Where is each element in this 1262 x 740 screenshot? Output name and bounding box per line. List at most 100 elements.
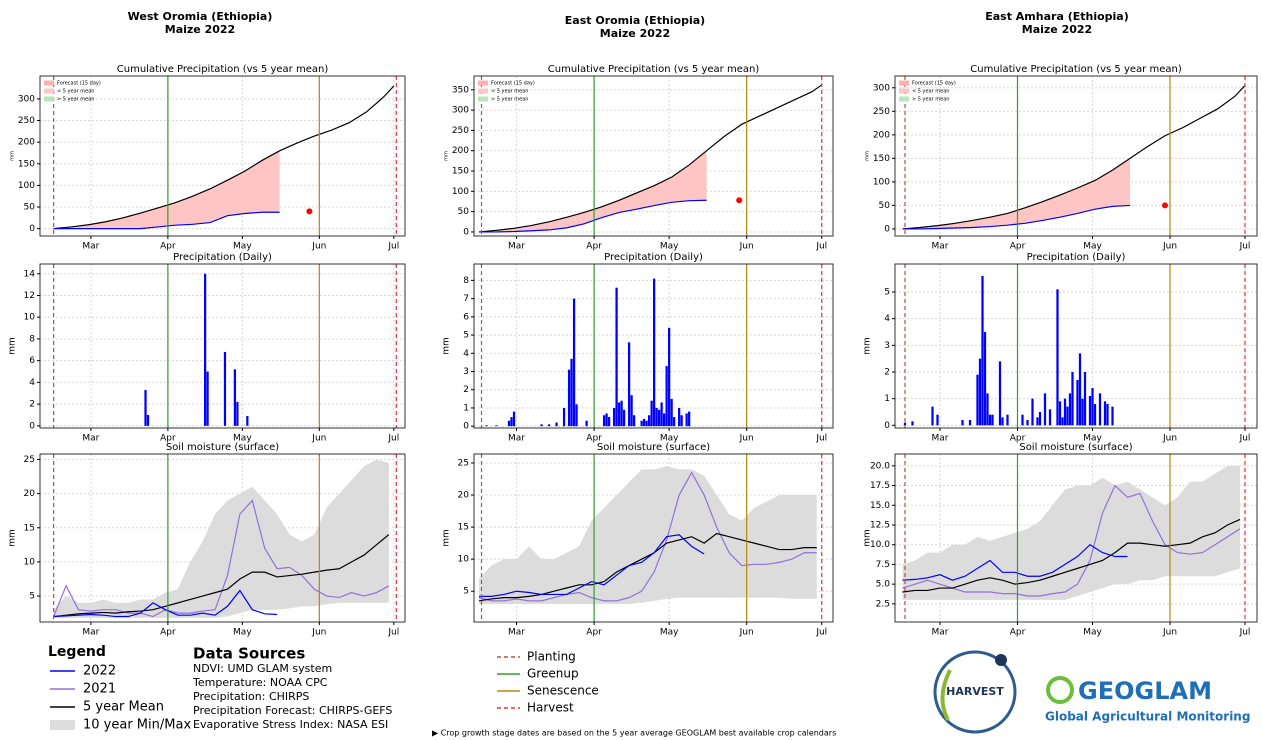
bar <box>1066 406 1069 426</box>
y-tick-label: 10 <box>24 313 36 323</box>
inner-legend-swatch <box>44 88 54 94</box>
x-tick-label: Mar <box>508 434 525 444</box>
min-max-band <box>479 466 817 605</box>
x-tick-label: Jun <box>311 434 326 444</box>
y-tick-label: 350 <box>452 85 469 95</box>
logo-ring <box>933 650 1017 734</box>
y-tick-label: 6 <box>463 312 469 322</box>
x-tick-label: Jul <box>387 242 399 252</box>
chart-panel: Precipitation (Daily) mm 0 2 4 6 8 10 12 14 Mar Apr… <box>8 252 406 444</box>
y-axis-label: mm <box>8 529 18 547</box>
bar <box>991 414 994 426</box>
inner-legend-swatch <box>899 96 909 102</box>
bar <box>1078 353 1082 426</box>
geoglam-tagline: Global Agricultural Monitoring <box>1045 710 1250 724</box>
y-tick-label: 0 <box>463 227 469 237</box>
chart-title: Cumulative Precipitation (vs 5 year mean… <box>117 64 329 75</box>
x-tick-label: Apr <box>586 434 602 444</box>
x-tick-label: Jul <box>1239 242 1251 252</box>
bar <box>622 409 626 427</box>
x-tick-label: Jul <box>1239 434 1251 444</box>
y-tick-label: 200 <box>18 138 35 148</box>
y-tick-label: 15 <box>458 523 469 533</box>
x-tick-label: Apr <box>1010 434 1026 444</box>
bar <box>1106 404 1109 426</box>
x-tick-label: Apr <box>1010 628 1026 638</box>
y-axis-label: mm <box>442 529 452 547</box>
data-source: Precipitation: CHIRPS <box>193 690 309 703</box>
bar <box>685 413 688 427</box>
inner-legend-label: > 5 year mean <box>491 97 528 103</box>
bar <box>615 287 618 427</box>
bar <box>144 389 147 426</box>
chart-panel: Precipitation (Daily) mm 0 1 2 3 4 5 Mar Apr May Ju… <box>863 252 1258 444</box>
stage-legend-label: Senescence <box>527 684 599 698</box>
y-tick-label: 0 <box>29 421 35 431</box>
y-tick-label: 150 <box>873 154 890 164</box>
x-tick-label: May <box>1083 242 1102 252</box>
logo-dot <box>995 654 1007 666</box>
x-tick-label: Jun <box>739 628 754 638</box>
bar <box>1036 417 1039 426</box>
plot-area <box>903 264 1246 428</box>
inner-legend-swatch <box>44 80 54 86</box>
bar <box>575 404 578 427</box>
bar <box>1083 372 1087 426</box>
bar <box>547 424 551 427</box>
series-line <box>902 484 1241 597</box>
inner-legend-swatch <box>478 80 488 86</box>
x-tick-label: May <box>1083 434 1102 444</box>
plot-frame <box>39 453 406 623</box>
y-tick-label: 20 <box>24 489 36 499</box>
y-tick-label: 250 <box>873 107 890 117</box>
series-line <box>53 589 278 618</box>
y-tick-label: 15.0 <box>870 501 890 511</box>
bar <box>968 420 972 426</box>
bar <box>540 424 543 427</box>
legend-title: Legend <box>48 644 106 660</box>
bar <box>1103 401 1107 426</box>
x-tick-label: Jun <box>739 242 754 252</box>
y-tick-label: 17.5 <box>870 481 890 491</box>
series-line <box>53 499 390 618</box>
bar <box>998 361 1002 426</box>
forecast-point <box>306 208 313 215</box>
bar <box>612 407 616 427</box>
y-tick-label: 5 <box>884 288 890 298</box>
plot-area <box>902 454 1246 622</box>
bar <box>981 276 984 426</box>
bar <box>1093 404 1097 426</box>
bar <box>605 413 608 427</box>
y-axis-label: mm <box>865 151 871 161</box>
bar <box>988 414 992 426</box>
y-tick-label: 1 <box>884 394 890 404</box>
bar <box>665 366 668 427</box>
plot-area <box>478 76 823 236</box>
legend-label: 10 year Min/Max <box>83 718 191 733</box>
region-title: West Oromia (Ethiopia) <box>128 10 273 23</box>
x-tick-label: Jul <box>815 434 827 444</box>
bar <box>678 407 681 427</box>
x-tick-label: Jul <box>815 628 827 638</box>
bar <box>206 371 209 426</box>
y-axis-label: mm <box>863 337 873 355</box>
bar <box>673 417 676 427</box>
bar <box>647 415 651 427</box>
y-tick-label: 200 <box>873 130 890 140</box>
chart-title: Soil moisture (surface) <box>1019 442 1132 453</box>
y-tick-label: 20 <box>458 491 470 501</box>
inner-legend-swatch <box>478 88 488 94</box>
bar <box>911 421 914 426</box>
y-tick-label: 300 <box>18 94 35 104</box>
x-tick-label: May <box>660 242 679 252</box>
x-tick-label: May <box>660 628 679 638</box>
series-line <box>53 85 395 230</box>
y-tick-label: 2 <box>29 400 35 410</box>
bar <box>585 420 588 427</box>
harvest-logo: HARVEST <box>933 650 1017 734</box>
y-tick-label: 12 <box>24 291 35 301</box>
bar <box>1088 396 1092 426</box>
bar <box>986 393 989 426</box>
y-tick-label: 4 <box>884 314 890 324</box>
chart-panel: Soil moisture (surface) mm 5 10 15 20 25 Mar Apr… <box>442 442 834 638</box>
